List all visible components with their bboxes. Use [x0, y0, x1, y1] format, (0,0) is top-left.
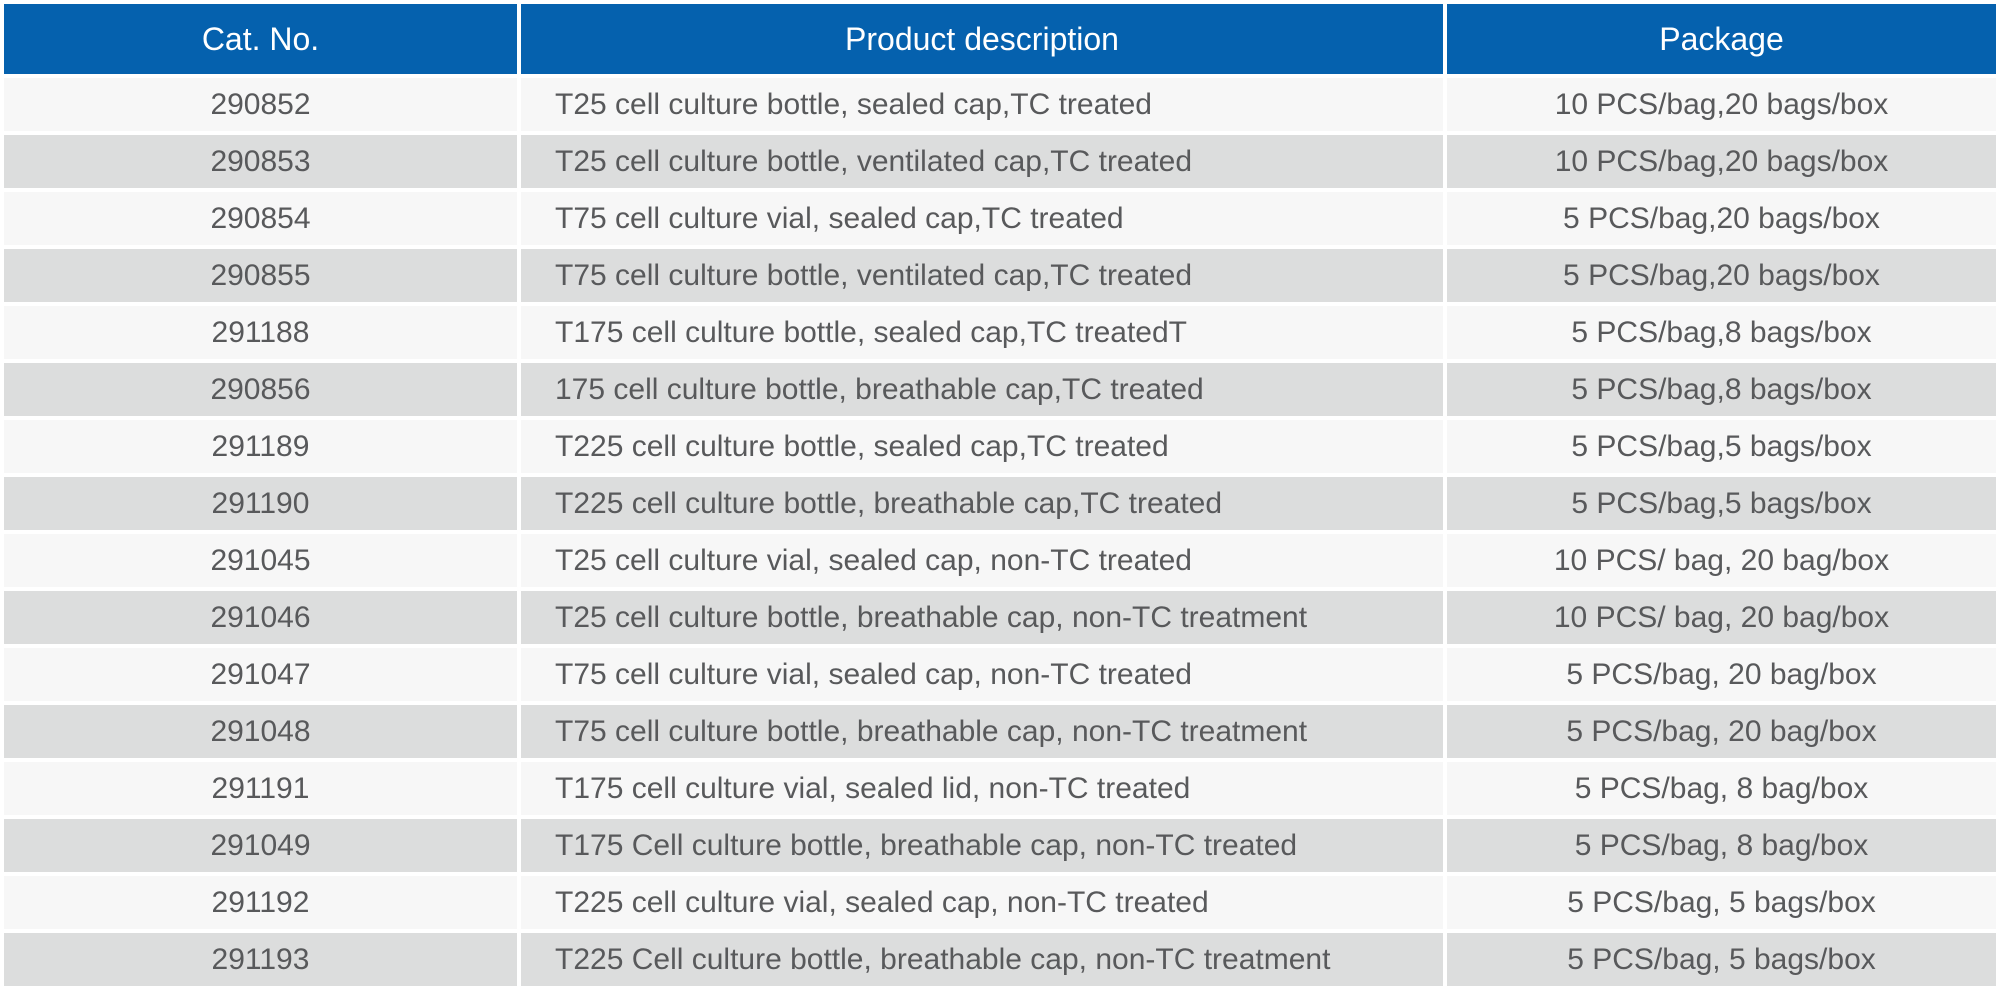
table-row: 291049 T175 Cell culture bottle, breatha… — [4, 819, 1996, 872]
cat-no-cell: 291192 — [4, 876, 517, 929]
table-row: 290853 T25 cell culture bottle, ventilat… — [4, 135, 1996, 188]
description-cell: T75 cell culture vial, sealed cap, non-T… — [521, 648, 1443, 701]
cat-no-cell: 290852 — [4, 78, 517, 131]
description-cell: T225 Cell culture bottle, breathable cap… — [521, 933, 1443, 986]
cat-no-cell: 290854 — [4, 192, 517, 245]
header-package: Package — [1447, 4, 1996, 74]
table-row: 291192 T225 cell culture vial, sealed ca… — [4, 876, 1996, 929]
package-cell: 10 PCS/bag,20 bags/box — [1447, 135, 1996, 188]
table-row: 290854 T75 cell culture vial, sealed cap… — [4, 192, 1996, 245]
cat-no-cell: 291189 — [4, 420, 517, 473]
cat-no-cell: 291047 — [4, 648, 517, 701]
cat-no-cell: 291048 — [4, 705, 517, 758]
package-cell: 10 PCS/ bag, 20 bag/box — [1447, 591, 1996, 644]
table-row: 290855 T75 cell culture bottle, ventilat… — [4, 249, 1996, 302]
cat-no-cell: 291191 — [4, 762, 517, 815]
table-body: 290852 T25 cell culture bottle, sealed c… — [4, 78, 1996, 986]
table-header: Cat. No. Product description Package — [4, 4, 1996, 74]
cat-no-cell: 290855 — [4, 249, 517, 302]
package-cell: 10 PCS/ bag, 20 bag/box — [1447, 534, 1996, 587]
package-cell: 5 PCS/bag, 5 bags/box — [1447, 933, 1996, 986]
package-cell: 5 PCS/bag,20 bags/box — [1447, 249, 1996, 302]
cat-no-cell: 291193 — [4, 933, 517, 986]
package-cell: 5 PCS/bag,5 bags/box — [1447, 420, 1996, 473]
package-cell: 5 PCS/bag,5 bags/box — [1447, 477, 1996, 530]
cat-no-cell: 290856 — [4, 363, 517, 416]
description-cell: 175 cell culture bottle, breathable cap,… — [521, 363, 1443, 416]
description-cell: T25 cell culture bottle, sealed cap,TC t… — [521, 78, 1443, 131]
description-cell: T175 cell culture bottle, sealed cap,TC … — [521, 306, 1443, 359]
table-row: 291188 T175 cell culture bottle, sealed … — [4, 306, 1996, 359]
cat-no-cell: 290853 — [4, 135, 517, 188]
table-row: 291045 T25 cell culture vial, sealed cap… — [4, 534, 1996, 587]
cat-no-cell: 291045 — [4, 534, 517, 587]
cat-no-cell: 291049 — [4, 819, 517, 872]
header-product-description: Product description — [521, 4, 1443, 74]
package-cell: 10 PCS/bag,20 bags/box — [1447, 78, 1996, 131]
description-cell: T25 cell culture bottle, ventilated cap,… — [521, 135, 1443, 188]
description-cell: T25 cell culture bottle, breathable cap,… — [521, 591, 1443, 644]
cat-no-cell: 291190 — [4, 477, 517, 530]
table-row: 291046 T25 cell culture bottle, breathab… — [4, 591, 1996, 644]
package-cell: 5 PCS/bag,8 bags/box — [1447, 306, 1996, 359]
package-cell: 5 PCS/bag, 20 bag/box — [1447, 705, 1996, 758]
header-row: Cat. No. Product description Package — [4, 4, 1996, 74]
description-cell: T25 cell culture vial, sealed cap, non-T… — [521, 534, 1443, 587]
cat-no-cell: 291046 — [4, 591, 517, 644]
table-row: 291048 T75 cell culture bottle, breathab… — [4, 705, 1996, 758]
header-cat-no: Cat. No. — [4, 4, 517, 74]
cat-no-cell: 291188 — [4, 306, 517, 359]
table-row: 291193 T225 Cell culture bottle, breatha… — [4, 933, 1996, 986]
description-cell: T225 cell culture bottle, breathable cap… — [521, 477, 1443, 530]
package-cell: 5 PCS/bag, 8 bag/box — [1447, 762, 1996, 815]
description-cell: T75 cell culture bottle, ventilated cap,… — [521, 249, 1443, 302]
description-cell: T225 cell culture bottle, sealed cap,TC … — [521, 420, 1443, 473]
table-row: 291191 T175 cell culture vial, sealed li… — [4, 762, 1996, 815]
table-row: 291190 T225 cell culture bottle, breatha… — [4, 477, 1996, 530]
package-cell: 5 PCS/bag, 8 bag/box — [1447, 819, 1996, 872]
description-cell: T75 cell culture bottle, breathable cap,… — [521, 705, 1443, 758]
description-cell: T175 cell culture vial, sealed lid, non-… — [521, 762, 1443, 815]
description-cell: T175 Cell culture bottle, breathable cap… — [521, 819, 1443, 872]
package-cell: 5 PCS/bag,20 bags/box — [1447, 192, 1996, 245]
table-row: 290852 T25 cell culture bottle, sealed c… — [4, 78, 1996, 131]
table-row: 291189 T225 cell culture bottle, sealed … — [4, 420, 1996, 473]
package-cell: 5 PCS/bag, 5 bags/box — [1447, 876, 1996, 929]
package-cell: 5 PCS/bag, 20 bag/box — [1447, 648, 1996, 701]
description-cell: T75 cell culture vial, sealed cap,TC tre… — [521, 192, 1443, 245]
description-cell: T225 cell culture vial, sealed cap, non-… — [521, 876, 1443, 929]
table-row: 290856 175 cell culture bottle, breathab… — [4, 363, 1996, 416]
table-row: 291047 T75 cell culture vial, sealed cap… — [4, 648, 1996, 701]
package-cell: 5 PCS/bag,8 bags/box — [1447, 363, 1996, 416]
